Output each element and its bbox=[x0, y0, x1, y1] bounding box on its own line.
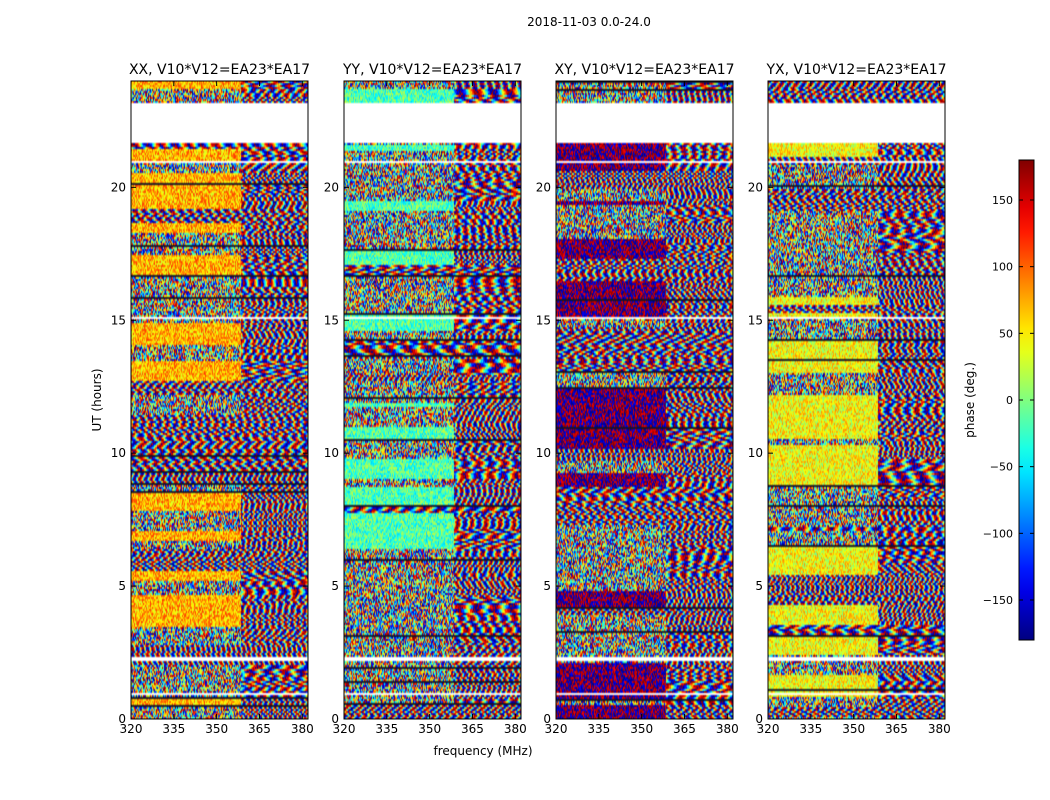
y-tick-label: 0 bbox=[755, 712, 763, 726]
x-tick-label: 365 bbox=[885, 722, 908, 736]
panel-heatmap bbox=[768, 81, 945, 719]
panel-2: XY, V10*V12=EA23*EA17 320 335 350 365 380 0 5 10… bbox=[536, 62, 739, 736]
y-tick-label: 10 bbox=[324, 446, 339, 460]
x-tick-label: 365 bbox=[248, 722, 271, 736]
y-tick-label: 15 bbox=[111, 313, 126, 327]
x-tick-label: 335 bbox=[375, 722, 398, 736]
colorbar-tick-label: −100 bbox=[983, 527, 1013, 540]
x-tick-label: 335 bbox=[162, 722, 185, 736]
panel-title: YX, V10*V12=EA23*EA17 bbox=[765, 62, 946, 78]
x-tick-label: 350 bbox=[630, 722, 653, 736]
x-tick-label: 335 bbox=[799, 722, 822, 736]
panel-frame bbox=[555, 80, 734, 720]
colorbar-tick-label: 50 bbox=[999, 327, 1013, 340]
x-tick-label: 320 bbox=[120, 722, 143, 736]
y-tick-label: 5 bbox=[543, 579, 551, 593]
figure-suptitle: 2018-11-03 0.0-24.0 bbox=[527, 15, 651, 29]
x-tick-label: 380 bbox=[291, 722, 314, 736]
y-axis-label: UT (hours) bbox=[90, 368, 104, 431]
x-tick-label: 335 bbox=[587, 722, 610, 736]
y-tick-label: 20 bbox=[111, 180, 126, 194]
y-tick-label: 10 bbox=[536, 446, 551, 460]
colorbar-tick-label: 100 bbox=[992, 261, 1013, 274]
colorbar-tick-label: 150 bbox=[992, 194, 1013, 207]
panel-heatmap bbox=[556, 81, 733, 719]
colorbar: 150 100 50 0 −50 −100 −150 bbox=[983, 159, 1035, 641]
y-tick-label: 5 bbox=[755, 579, 763, 593]
colorbar-tick-label: 0 bbox=[1006, 394, 1013, 407]
panel-frame bbox=[343, 80, 522, 720]
y-tick-label: 10 bbox=[748, 446, 763, 460]
colorbar-tick-label: −150 bbox=[983, 594, 1013, 607]
x-tick-label: 350 bbox=[418, 722, 441, 736]
panels: XX, V10*V12=EA23*EA17 320 335 350 365 380 0 5 10… bbox=[111, 62, 951, 736]
panel-0: XX, V10*V12=EA23*EA17 320 335 350 365 380 0 5 10… bbox=[111, 62, 314, 736]
x-tick-label: 365 bbox=[673, 722, 696, 736]
y-tick-label: 0 bbox=[118, 712, 126, 726]
panel-1: YY, V10*V12=EA23*EA17 320 335 350 365 380 0 5 10… bbox=[324, 62, 527, 736]
panel-frame bbox=[767, 80, 946, 720]
x-tick-label: 380 bbox=[504, 722, 527, 736]
panel-heatmap bbox=[131, 81, 308, 719]
y-tick-label: 15 bbox=[536, 313, 551, 327]
x-tick-label: 380 bbox=[928, 722, 951, 736]
x-tick-label: 380 bbox=[716, 722, 739, 736]
colorbar-tick-label: −50 bbox=[990, 461, 1013, 474]
y-tick-label: 5 bbox=[331, 579, 339, 593]
x-axis-label: frequency (MHz) bbox=[433, 744, 532, 758]
panel-title: YY, V10*V12=EA23*EA17 bbox=[342, 62, 522, 78]
y-tick-label: 15 bbox=[748, 313, 763, 327]
panel-frame bbox=[130, 80, 309, 720]
panel-heatmap bbox=[344, 81, 521, 719]
panel-title: XY, V10*V12=EA23*EA17 bbox=[554, 62, 734, 78]
x-tick-label: 320 bbox=[333, 722, 356, 736]
x-tick-label: 320 bbox=[757, 722, 780, 736]
x-tick-label: 350 bbox=[205, 722, 228, 736]
y-tick-label: 15 bbox=[324, 313, 339, 327]
y-tick-label: 20 bbox=[536, 180, 551, 194]
y-tick-label: 5 bbox=[118, 579, 126, 593]
x-tick-label: 320 bbox=[545, 722, 568, 736]
y-tick-label: 10 bbox=[111, 446, 126, 460]
y-tick-label: 20 bbox=[748, 180, 763, 194]
y-tick-label: 0 bbox=[543, 712, 551, 726]
panel-3: YX, V10*V12=EA23*EA17 320 335 350 365 380 0 5 10… bbox=[748, 62, 951, 736]
y-tick-label: 0 bbox=[331, 712, 339, 726]
colorbar-label: phase (deg.) bbox=[963, 362, 977, 438]
y-tick-label: 20 bbox=[324, 180, 339, 194]
x-tick-label: 350 bbox=[842, 722, 865, 736]
x-tick-label: 365 bbox=[461, 722, 484, 736]
panel-title: XX, V10*V12=EA23*EA17 bbox=[129, 62, 310, 78]
